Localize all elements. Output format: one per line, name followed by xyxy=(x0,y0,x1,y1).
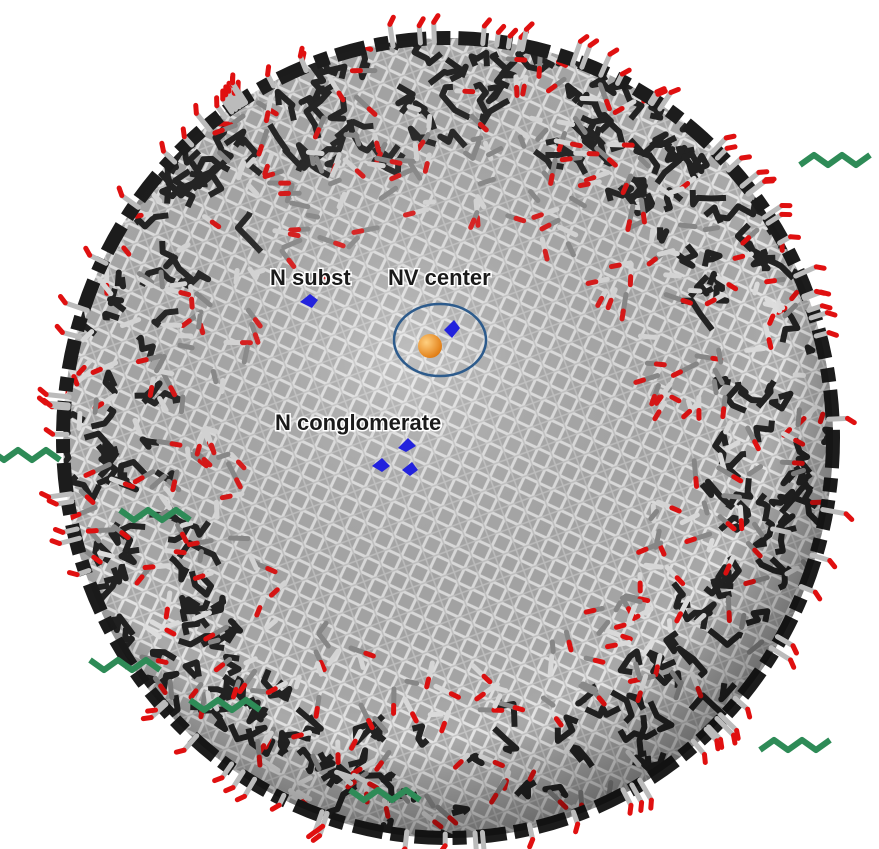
rim-oxygen xyxy=(671,89,678,92)
page: {"labels": {"n_subst": "N subst", "nv_ce… xyxy=(0,0,879,849)
label-n-conglomerate: N conglomerate xyxy=(275,410,441,435)
rim-oxygen xyxy=(119,188,122,196)
rim-bond xyxy=(434,22,435,42)
rim-oxygen xyxy=(268,67,269,75)
rim-oxygen xyxy=(176,750,184,752)
rim-oxygen xyxy=(610,50,617,54)
rim-oxygen xyxy=(300,48,302,56)
rim-oxygen xyxy=(641,803,642,811)
rim-bond xyxy=(482,832,484,849)
rim-oxygen xyxy=(717,741,718,749)
rim-oxygen xyxy=(237,796,244,799)
rim-oxygen xyxy=(143,718,151,719)
rim-oxygen xyxy=(815,592,819,599)
alkyl-chain xyxy=(800,155,870,165)
rim-bond xyxy=(390,24,393,46)
rim-oxygen xyxy=(55,529,62,532)
rim-bond xyxy=(475,833,477,849)
rim-oxygen xyxy=(720,739,721,747)
rim-oxygen xyxy=(46,430,53,435)
rim-oxygen xyxy=(830,561,835,567)
rim-bond xyxy=(483,26,485,44)
rim-oxygen xyxy=(484,20,489,26)
rim-oxygen xyxy=(759,172,767,173)
rim-oxygen xyxy=(434,16,438,23)
rim-oxygen xyxy=(737,730,739,738)
alkyl-chain xyxy=(760,740,830,750)
surface-bond xyxy=(778,221,794,222)
rim-bond xyxy=(829,418,848,419)
rim-oxygen xyxy=(742,157,750,158)
rim-oxygen xyxy=(622,70,629,74)
rim-oxygen xyxy=(817,291,825,293)
rim-oxygen xyxy=(651,800,652,808)
rim-oxygen xyxy=(510,30,516,36)
rim-oxygen xyxy=(630,805,631,813)
rim-oxygen xyxy=(576,824,578,832)
rim-oxygen xyxy=(309,832,315,837)
rim-bond xyxy=(46,394,69,396)
rim-bond xyxy=(50,405,68,406)
rim-oxygen xyxy=(226,788,233,791)
rim-oxygen xyxy=(765,181,773,182)
rim-oxygen xyxy=(162,143,164,151)
rim-oxygen xyxy=(42,493,49,497)
alkyl-chain xyxy=(0,450,60,460)
rim-oxygen xyxy=(57,326,62,332)
rim-oxygen xyxy=(498,26,503,32)
rim-oxygen xyxy=(148,710,156,711)
oxygen-bond xyxy=(385,846,393,847)
rim-oxygen xyxy=(196,105,197,113)
rim-oxygen xyxy=(419,19,423,26)
rim-oxygen xyxy=(272,805,279,809)
rim-oxygen xyxy=(590,41,597,46)
rim-oxygen xyxy=(827,313,835,315)
rim-oxygen xyxy=(816,267,824,268)
rim-oxygen xyxy=(49,501,56,504)
vacancy-atom xyxy=(418,334,442,358)
rim-oxygen xyxy=(727,147,735,148)
rim-oxygen xyxy=(313,836,319,841)
label-nv-center: NV center xyxy=(388,265,491,290)
nanodiamond-figure: N subst NV center N conglomerate xyxy=(0,0,879,849)
label-n-subst: N subst xyxy=(270,265,351,290)
rim-bond xyxy=(49,494,71,497)
rim-oxygen xyxy=(793,646,796,653)
rim-oxygen xyxy=(40,389,46,394)
rim-bond xyxy=(405,832,407,849)
rim-oxygen xyxy=(69,573,77,575)
rim-oxygen xyxy=(726,136,734,138)
rim-oxygen xyxy=(791,660,794,667)
rim-bond xyxy=(623,790,631,806)
rim-oxygen xyxy=(183,129,184,137)
rim-oxygen xyxy=(526,24,532,30)
rim-oxygen xyxy=(704,755,705,763)
rim-oxygen xyxy=(390,17,394,24)
rim-oxygen xyxy=(847,418,854,422)
rim-oxygen xyxy=(791,237,799,238)
rim-oxygen xyxy=(822,306,830,308)
rim-oxygen xyxy=(580,37,586,42)
rim-oxygen xyxy=(658,91,665,94)
rim-oxygen xyxy=(733,735,734,743)
rim-oxygen xyxy=(530,839,533,846)
rim-oxygen xyxy=(52,541,60,544)
rim-oxygen xyxy=(829,333,837,336)
surface-bond xyxy=(815,582,820,589)
rim-oxygen xyxy=(748,709,750,717)
rim-oxygen xyxy=(86,248,90,255)
rim-oxygen xyxy=(215,778,222,781)
rim-oxygen xyxy=(60,297,65,303)
rim-oxygen xyxy=(846,514,852,520)
rim-bond xyxy=(419,26,420,43)
